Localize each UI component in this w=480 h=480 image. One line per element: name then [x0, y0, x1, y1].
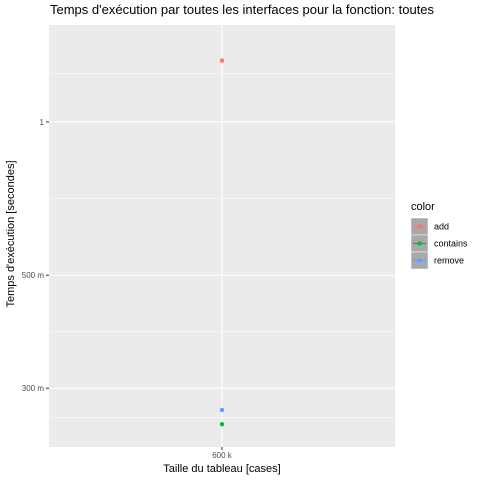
legend-key-point: [417, 241, 422, 246]
legend-key-point: [417, 258, 422, 263]
x-axis-title: Taille du tableau [cases]: [163, 463, 280, 475]
legend-label: add: [434, 222, 449, 232]
y-tick-label: 300 m: [22, 384, 45, 393]
x-tick-label: 600 k: [212, 451, 233, 460]
legend-label: contains: [434, 239, 468, 249]
legend-item-remove: remove: [410, 251, 464, 270]
y-tick-label: 1: [40, 118, 45, 127]
points: [219, 58, 225, 427]
data-point-remove: [219, 407, 225, 413]
legend: color add contains remove: [410, 201, 468, 270]
grid: [49, 25, 395, 447]
y-axis-title: Temps d'exécution [secondes]: [5, 160, 17, 307]
data-point-add: [219, 58, 225, 63]
y-tick-label: 500 m: [22, 271, 45, 280]
x-axis: 600 k: [212, 447, 233, 460]
legend-item-contains: contains: [410, 234, 468, 253]
chart-title: Temps d'exécution par toutes les interfa…: [50, 2, 435, 17]
data-point-contains: [219, 421, 225, 427]
legend-label: remove: [434, 256, 464, 266]
legend-key-point: [417, 224, 422, 229]
legend-item-add: add: [410, 217, 449, 236]
y-axis: 1 500 m 300 m: [22, 118, 49, 393]
legend-title: color: [411, 201, 435, 213]
